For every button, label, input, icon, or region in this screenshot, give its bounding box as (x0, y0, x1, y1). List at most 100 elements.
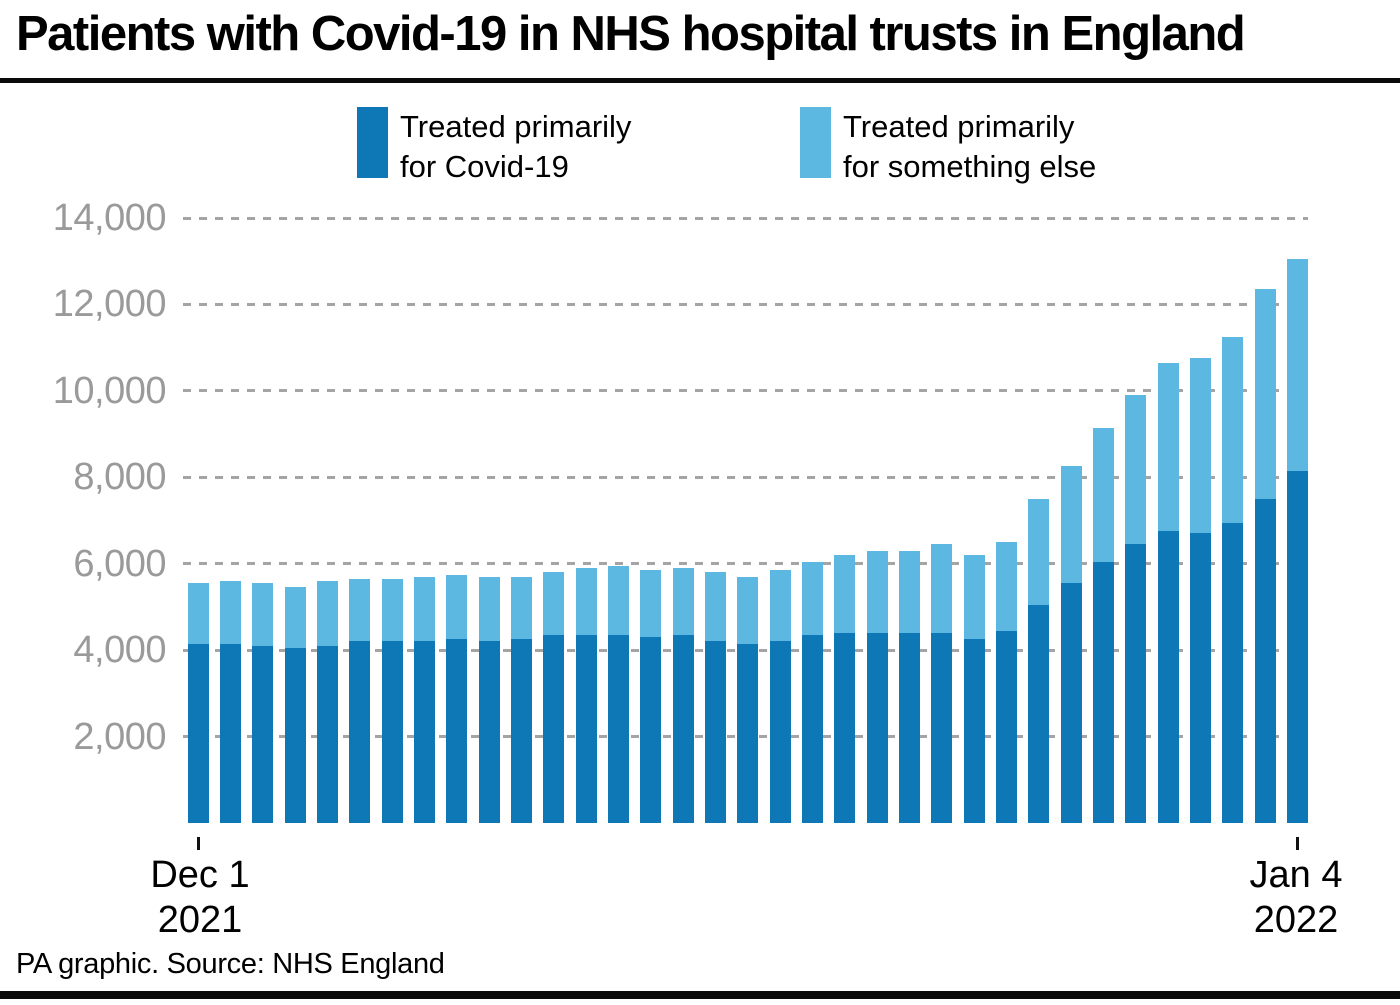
bar-segment-covid (381, 641, 403, 823)
bar-segment-covid (187, 643, 209, 823)
bar-segment-other (737, 576, 759, 644)
x-axis-label-start-line1: Dec 1 (150, 854, 250, 896)
bar-segment-covid (349, 641, 371, 823)
bar-segment-covid (963, 639, 985, 823)
bar-group-dec-3 (252, 583, 274, 823)
y-axis-label-12000: 12,000 (52, 283, 167, 326)
bar-segment-covid (834, 632, 856, 823)
bar-segment-covid (478, 641, 500, 823)
legend-item-other: Treated primarily for something else (800, 107, 1096, 187)
bar-segment-covid (1287, 470, 1309, 823)
gridline-8000 (183, 475, 1308, 479)
bar-group-dec-28 (1060, 466, 1082, 823)
bar-segment-other (1125, 395, 1147, 545)
legend-label-other-line1: Treated primarily (843, 109, 1075, 144)
bar-segment-other (575, 568, 597, 635)
bar-group-jan-1 (1190, 358, 1212, 823)
bar-group-dec-13 (575, 568, 597, 823)
bar-group-dec-1 (187, 583, 209, 823)
y-axis-label-4000: 4,000 (73, 629, 166, 672)
gridline-10000 (183, 389, 1308, 393)
x-axis-label-start: Dec 1 2021 (120, 853, 280, 943)
bar-segment-other (705, 572, 727, 642)
bar-segment-other (187, 583, 209, 644)
bar-segment-covid (317, 645, 339, 823)
legend-swatch-covid (357, 107, 388, 178)
bar-group-dec-30 (1125, 395, 1147, 823)
bar-segment-other (608, 565, 630, 636)
bar-group-dec-18 (737, 576, 759, 823)
bar-segment-other (672, 568, 694, 635)
bar-group-dec-15 (640, 570, 662, 823)
bar-segment-other (1060, 466, 1082, 584)
bar-segment-covid (899, 632, 921, 823)
bar-group-dec-17 (705, 572, 727, 823)
bar-segment-covid (446, 639, 468, 823)
y-axis-label-14000: 14,000 (52, 197, 167, 239)
legend-label-other: Treated primarily for something else (843, 107, 1096, 187)
bar-segment-other (381, 578, 403, 642)
bottom-rule (0, 991, 1400, 999)
legend-label-covid: Treated primarily for Covid-19 (400, 107, 631, 187)
bar-segment-other (1222, 336, 1244, 523)
bar-segment-covid (1028, 604, 1050, 823)
bar-segment-other (996, 542, 1018, 631)
bar-group-jan-4 (1287, 259, 1309, 823)
bar-segment-covid (252, 645, 274, 823)
page-title: Patients with Covid-19 in NHS hospital t… (16, 7, 1246, 61)
bar-group-dec-14 (608, 565, 630, 823)
bar-segment-other (220, 581, 242, 644)
bar-segment-other (834, 555, 856, 633)
bar-segment-other (1028, 498, 1050, 605)
x-axis-label-end: Jan 4 2022 (1216, 853, 1376, 943)
bar-segment-covid (866, 632, 888, 823)
bar-segment-other (1157, 362, 1179, 532)
bar-group-dec-25 (963, 555, 985, 823)
bar-segment-other (802, 561, 824, 635)
source-attribution: PA graphic. Source: NHS England (16, 948, 445, 980)
legend-swatch-other (800, 107, 831, 178)
legend-label-covid-line1: Treated primarily (400, 109, 632, 144)
bar-group-dec-4 (284, 587, 306, 823)
bar-group-dec-21 (834, 555, 856, 823)
y-axis-label-10000: 10,000 (52, 369, 167, 412)
gridline-14000 (183, 216, 1308, 220)
bar-segment-covid (1093, 561, 1115, 823)
bar-group-dec-19 (769, 570, 791, 823)
x-axis-tick-jan-4 (1296, 837, 1300, 850)
bar-segment-covid (802, 635, 824, 823)
bar-group-dec-16 (672, 568, 694, 823)
bar-group-dec-26 (996, 542, 1018, 823)
bar-segment-covid (1222, 522, 1244, 823)
bar-segment-covid (672, 635, 694, 823)
legend-item-covid: Treated primarily for Covid-19 (357, 107, 631, 187)
bar-segment-other (511, 576, 533, 640)
bar-segment-covid (284, 647, 306, 823)
bar-segment-covid (511, 639, 533, 823)
bar-segment-other (1190, 358, 1212, 534)
bar-group-dec-10 (478, 576, 500, 823)
bar-group-dec-12 (543, 572, 565, 823)
bar-group-dec-8 (414, 576, 436, 823)
bar-segment-covid (608, 635, 630, 823)
bar-segment-covid (769, 641, 791, 823)
bar-segment-other (1254, 289, 1276, 499)
bar-segment-covid (414, 641, 436, 823)
bar-segment-other (284, 587, 306, 648)
bar-group-dec-27 (1028, 498, 1050, 823)
bar-segment-covid (1190, 533, 1212, 823)
bar-group-dec-9 (446, 574, 468, 823)
bar-segment-other (931, 544, 953, 633)
bar-group-jan-3 (1254, 289, 1276, 823)
bar-segment-covid (996, 630, 1018, 823)
bar-segment-other (543, 572, 565, 635)
bar-group-dec-2 (220, 581, 242, 823)
bar-group-dec-5 (317, 581, 339, 823)
x-axis-label-end-line2: 2022 (1253, 899, 1339, 941)
legend-label-other-line2: for something else (843, 149, 1097, 184)
bar-segment-other (899, 550, 921, 633)
y-axis-label-2000: 2,000 (73, 715, 166, 758)
bar-segment-other (446, 574, 468, 640)
